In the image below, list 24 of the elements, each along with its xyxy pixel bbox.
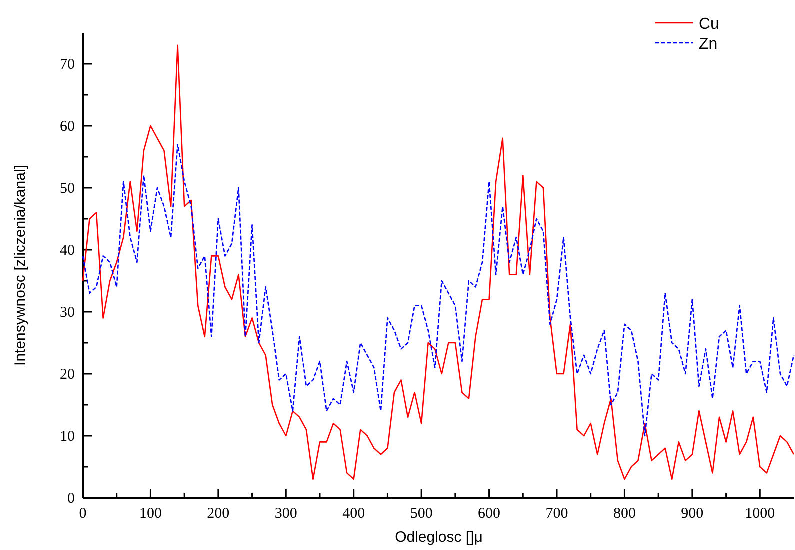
x-tick-label: 1000: [745, 506, 776, 522]
y-tick-label: 60: [60, 119, 75, 135]
x-tick-label: 100: [139, 506, 162, 522]
x-tick-label: 200: [207, 506, 230, 522]
y-tick-label: 30: [60, 305, 75, 321]
line-series: [82, 144, 795, 437]
x-tick-label: 400: [342, 506, 366, 522]
y-axis-title: Intensywnosc [zliczenia/kanal]: [12, 165, 29, 366]
y-tick-label: 70: [60, 57, 75, 73]
x-tick-label: 600: [478, 506, 501, 522]
x-tick-label: 0: [79, 506, 87, 522]
y-tick-label: 50: [60, 181, 75, 197]
y-tick-label: 20: [60, 367, 75, 383]
y-tick-label: 10: [60, 429, 75, 445]
x-axis-title: Odleglosc []μ: [395, 529, 483, 546]
y-tick-label: 0: [68, 491, 75, 507]
y-tick-label: 40: [60, 243, 75, 259]
x-tick-label: 500: [410, 506, 433, 522]
x-tick-label: 900: [681, 506, 704, 522]
x-tick-label: 700: [546, 506, 568, 522]
x-tick-label: 800: [613, 506, 636, 522]
x-tick-label: 300: [274, 506, 298, 522]
legend-label: Cu: [699, 16, 720, 33]
legend-label: Zn: [699, 36, 718, 53]
